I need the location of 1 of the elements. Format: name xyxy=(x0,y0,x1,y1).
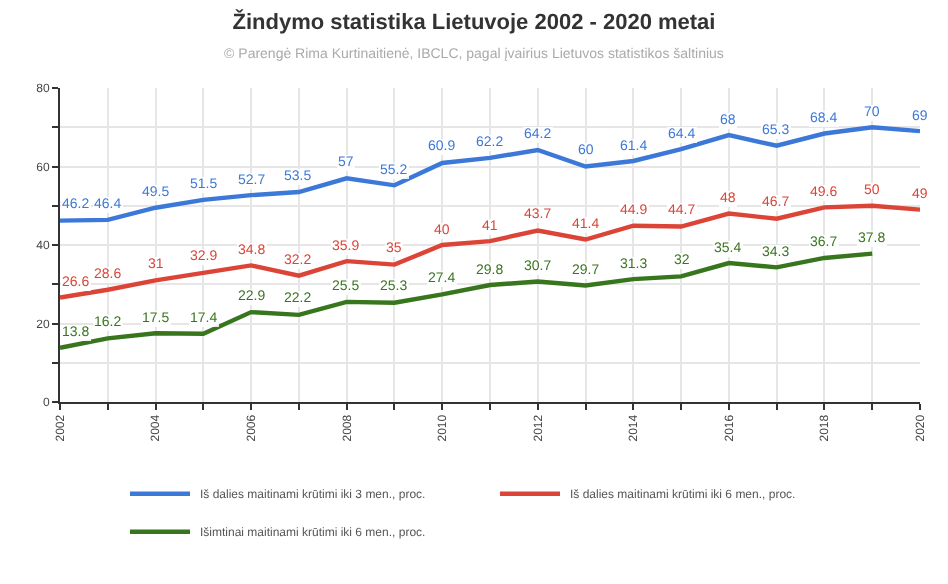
chart-title: Žindymo statistika Lietuvoje 2002 - 2020 metai xyxy=(232,9,716,36)
